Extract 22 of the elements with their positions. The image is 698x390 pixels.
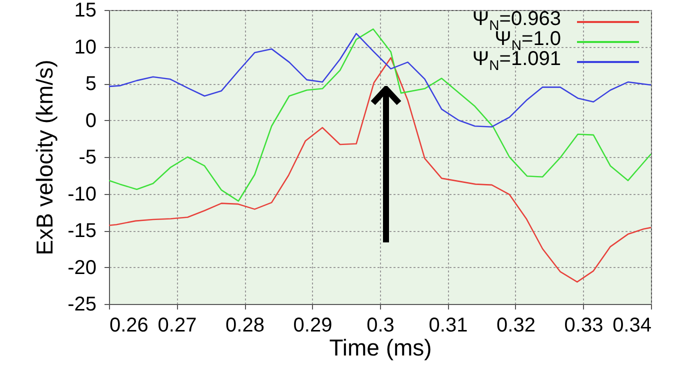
x-axis-title: Time (ms) [329,334,432,360]
y-tick-label: -15 [68,220,96,242]
y-tick-label: -5 [78,146,96,168]
x-tick-label: 0.32 [496,314,536,336]
x-tick-label: 0.27 [158,314,197,336]
x-tick-label: 0.34 [612,314,652,336]
y-tick-label: 5 [85,73,96,95]
x-tick-label: 0.28 [226,314,264,336]
x-tick-label: 0.33 [564,314,604,336]
y-axis-title: ExB velocity (km/s) [32,60,58,256]
x-tick-label: 0.29 [293,314,332,336]
y-tick-label: -25 [68,294,96,316]
y-tick-label: 0 [85,110,96,132]
line-series [109,32,651,128]
y-tick-label: 10 [74,36,96,58]
y-tick-label: -20 [68,256,96,279]
x-tick-label: 0.31 [428,314,468,336]
x-tick-label: 0.26 [110,314,148,336]
y-tick-label: -10 [68,183,96,206]
line-series [109,28,651,202]
x-tick-label: 0.3 [366,314,394,336]
y-tick-label: 15 [74,0,96,22]
